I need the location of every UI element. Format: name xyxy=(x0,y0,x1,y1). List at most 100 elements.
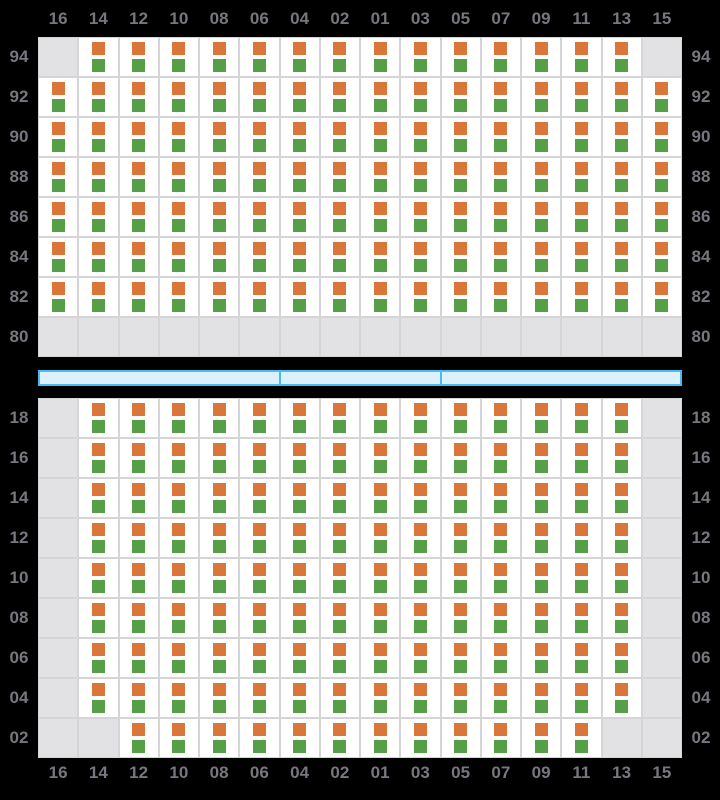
seat-cell[interactable] xyxy=(602,439,641,477)
seat-cell[interactable] xyxy=(602,198,641,236)
seat-cell[interactable] xyxy=(79,198,118,236)
seat-cell[interactable] xyxy=(200,238,239,276)
seat-cell[interactable] xyxy=(280,559,319,597)
seat-cell[interactable] xyxy=(522,519,561,557)
seat-cell[interactable] xyxy=(320,679,359,717)
seat-cell[interactable] xyxy=(401,78,440,116)
seat-cell[interactable] xyxy=(361,639,400,677)
seat-cell[interactable] xyxy=(481,679,520,717)
seat-cell[interactable] xyxy=(280,639,319,677)
seat-cell[interactable] xyxy=(39,238,78,276)
seat-cell[interactable] xyxy=(361,198,400,236)
seat-cell[interactable] xyxy=(240,118,279,156)
seat-cell[interactable] xyxy=(602,679,641,717)
seat-cell[interactable] xyxy=(320,479,359,517)
seat-cell[interactable] xyxy=(280,278,319,316)
seat-cell[interactable] xyxy=(642,118,681,156)
seat-cell[interactable] xyxy=(401,599,440,637)
seat-cell[interactable] xyxy=(320,519,359,557)
seat-cell[interactable] xyxy=(401,198,440,236)
seat-cell[interactable] xyxy=(602,519,641,557)
seat-cell[interactable] xyxy=(481,439,520,477)
seat-cell[interactable] xyxy=(562,278,601,316)
seat-cell[interactable] xyxy=(159,599,198,637)
seat-cell[interactable] xyxy=(522,559,561,597)
seat-cell[interactable] xyxy=(562,198,601,236)
seat-cell[interactable] xyxy=(481,198,520,236)
seat-cell[interactable] xyxy=(119,238,158,276)
seat-cell[interactable] xyxy=(320,78,359,116)
seat-cell[interactable] xyxy=(320,719,359,757)
seat-cell[interactable] xyxy=(441,679,480,717)
seat-cell[interactable] xyxy=(481,479,520,517)
seat-cell[interactable] xyxy=(522,599,561,637)
seat-cell[interactable] xyxy=(602,599,641,637)
seat-cell[interactable] xyxy=(481,158,520,196)
seat-cell[interactable] xyxy=(119,679,158,717)
seat-cell[interactable] xyxy=(240,519,279,557)
seat-cell[interactable] xyxy=(441,198,480,236)
seat-cell[interactable] xyxy=(361,519,400,557)
seat-cell[interactable] xyxy=(280,719,319,757)
seat-cell[interactable] xyxy=(159,399,198,437)
seat-cell[interactable] xyxy=(441,639,480,677)
seat-cell[interactable] xyxy=(361,399,400,437)
seat-cell[interactable] xyxy=(79,679,118,717)
seat-cell[interactable] xyxy=(200,599,239,637)
seat-cell[interactable] xyxy=(159,38,198,76)
seat-cell[interactable] xyxy=(159,118,198,156)
seat-cell[interactable] xyxy=(522,198,561,236)
seat-cell[interactable] xyxy=(200,278,239,316)
seat-cell[interactable] xyxy=(159,78,198,116)
seat-cell[interactable] xyxy=(602,38,641,76)
seat-cell[interactable] xyxy=(159,198,198,236)
seat-cell[interactable] xyxy=(119,399,158,437)
seat-cell[interactable] xyxy=(280,479,319,517)
seat-cell[interactable] xyxy=(401,479,440,517)
seat-cell[interactable] xyxy=(320,559,359,597)
seat-cell[interactable] xyxy=(361,679,400,717)
seat-cell[interactable] xyxy=(401,639,440,677)
seat-cell[interactable] xyxy=(441,439,480,477)
seat-cell[interactable] xyxy=(240,238,279,276)
seat-cell[interactable] xyxy=(119,158,158,196)
seat-cell[interactable] xyxy=(361,439,400,477)
seat-cell[interactable] xyxy=(39,158,78,196)
seat-cell[interactable] xyxy=(522,238,561,276)
seat-cell[interactable] xyxy=(441,559,480,597)
seat-cell[interactable] xyxy=(119,78,158,116)
seat-cell[interactable] xyxy=(119,479,158,517)
seat-cell[interactable] xyxy=(79,439,118,477)
seat-cell[interactable] xyxy=(481,559,520,597)
seat-cell[interactable] xyxy=(159,278,198,316)
seat-cell[interactable] xyxy=(79,639,118,677)
seat-cell[interactable] xyxy=(79,78,118,116)
seat-cell[interactable] xyxy=(280,238,319,276)
seat-cell[interactable] xyxy=(320,439,359,477)
seat-cell[interactable] xyxy=(79,519,118,557)
seat-cell[interactable] xyxy=(280,679,319,717)
seat-cell[interactable] xyxy=(79,118,118,156)
seat-cell[interactable] xyxy=(602,559,641,597)
seat-cell[interactable] xyxy=(200,38,239,76)
seat-cell[interactable] xyxy=(159,679,198,717)
seat-cell[interactable] xyxy=(159,719,198,757)
seat-cell[interactable] xyxy=(642,198,681,236)
seat-cell[interactable] xyxy=(481,599,520,637)
seat-cell[interactable] xyxy=(441,78,480,116)
seat-cell[interactable] xyxy=(401,38,440,76)
seat-cell[interactable] xyxy=(280,439,319,477)
seat-cell[interactable] xyxy=(79,278,118,316)
seat-cell[interactable] xyxy=(481,238,520,276)
seat-cell[interactable] xyxy=(240,719,279,757)
seat-cell[interactable] xyxy=(79,158,118,196)
seat-cell[interactable] xyxy=(441,399,480,437)
seat-cell[interactable] xyxy=(522,278,561,316)
seat-cell[interactable] xyxy=(119,559,158,597)
seat-cell[interactable] xyxy=(562,118,601,156)
seat-cell[interactable] xyxy=(79,38,118,76)
seat-cell[interactable] xyxy=(39,78,78,116)
seat-cell[interactable] xyxy=(401,238,440,276)
seat-cell[interactable] xyxy=(240,158,279,196)
seat-cell[interactable] xyxy=(200,639,239,677)
